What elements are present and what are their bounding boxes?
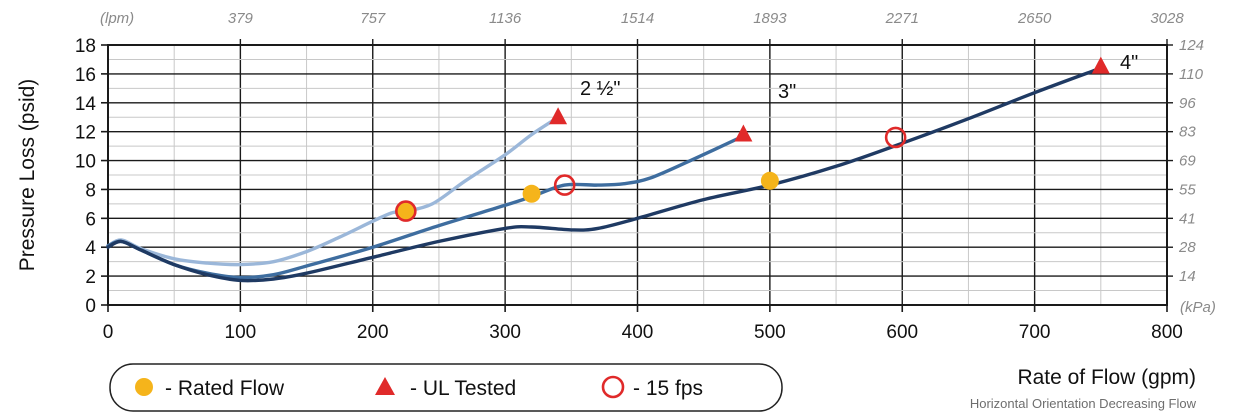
ul-tested-marker (1091, 56, 1110, 74)
right-tick-label: 41 (1179, 210, 1196, 227)
rated-flow-marker (760, 171, 779, 190)
chart-subtitle: Horizontal Orientation Decreasing Flow (970, 396, 1197, 411)
legend-rated-flow-marker (135, 378, 153, 396)
series-lines (106, 66, 1103, 283)
fps15-marker (884, 126, 907, 149)
y-tick-label: 14 (75, 94, 97, 115)
grid (108, 45, 1167, 305)
legend-15fps-label: - 15 fps (633, 377, 703, 400)
legend-15fps-marker (601, 375, 625, 399)
rated-flow-marker (522, 184, 541, 203)
y-tick-label: 16 (75, 65, 96, 86)
x-tick-label: 300 (489, 322, 521, 343)
top-axis-unit: (lpm) (100, 10, 134, 27)
series-line-0 (106, 115, 560, 267)
x-axis-title: Rate of Flow (gpm) (1017, 366, 1196, 389)
fps15-marker (553, 174, 576, 196)
right-tick-label: 55 (1179, 181, 1196, 198)
x-tick-label: 800 (1151, 322, 1183, 343)
x-tick-label: 600 (886, 322, 918, 343)
right-tick-label: 96 (1179, 95, 1196, 112)
y-tick-label: 12 (75, 123, 96, 144)
y-tick-label: 6 (85, 209, 96, 230)
x-tick-label: 400 (622, 322, 654, 343)
y-tick-label: 10 (75, 152, 96, 173)
y-tick-label: 0 (85, 296, 96, 317)
y-tick-label: 2 (85, 267, 96, 288)
markers (395, 56, 1110, 222)
right-tick-label: 110 (1179, 66, 1204, 83)
series-label-3-inch: 3" (778, 81, 796, 103)
rated-flow-marker (396, 202, 415, 221)
top-tick-label: 1136 (489, 10, 522, 27)
ul-tested-marker (549, 107, 568, 125)
y-tick-label: 18 (75, 36, 96, 57)
y-axis-title: Pressure Loss (psid) (16, 79, 39, 272)
top-tick-label: 2650 (1017, 10, 1052, 27)
ul-tested-marker (734, 124, 753, 142)
top-tick-label: 2271 (885, 10, 919, 27)
x-tick-label: 0 (103, 322, 114, 343)
fps15-marker (395, 200, 417, 222)
x-tick-label: 200 (357, 322, 389, 343)
right-tick-label: 83 (1179, 124, 1196, 141)
series-label-4-inch: 4" (1120, 52, 1138, 74)
x-tick-label: 700 (1019, 322, 1051, 343)
legend-ul-tested-marker (375, 377, 395, 395)
x-tick-label: 500 (754, 322, 786, 343)
legend-ul-tested-label: - UL Tested (410, 377, 516, 400)
axes (101, 39, 1173, 312)
tick-labels: 0 100 200 300 400 500 600 700 800 0 2 4 6 8 10 12 14 16 18… (75, 10, 1204, 343)
top-tick-label: 1514 (621, 10, 654, 27)
right-tick-label: 28 (1178, 239, 1196, 256)
top-tick-label: 757 (360, 10, 386, 27)
top-tick-label: 1893 (753, 10, 787, 27)
legend: - Rated Flow - UL Tested - 15 fps (109, 363, 783, 412)
right-tick-label: 124 (1179, 37, 1204, 54)
top-tick-label: 379 (228, 10, 254, 27)
y-tick-label: 4 (85, 238, 96, 259)
top-tick-label: 3028 (1150, 10, 1184, 27)
right-tick-label: 69 (1179, 153, 1196, 170)
series-line-2 (106, 66, 1103, 283)
y-tick-label: 8 (85, 180, 96, 201)
right-axis-unit: (kPa) (1180, 299, 1216, 316)
legend-rated-flow-label: - Rated Flow (165, 377, 285, 400)
series-label-2-5-inch: 2 ½" (580, 78, 620, 100)
right-tick-label: 14 (1179, 268, 1196, 285)
x-tick-label: 100 (225, 322, 257, 343)
